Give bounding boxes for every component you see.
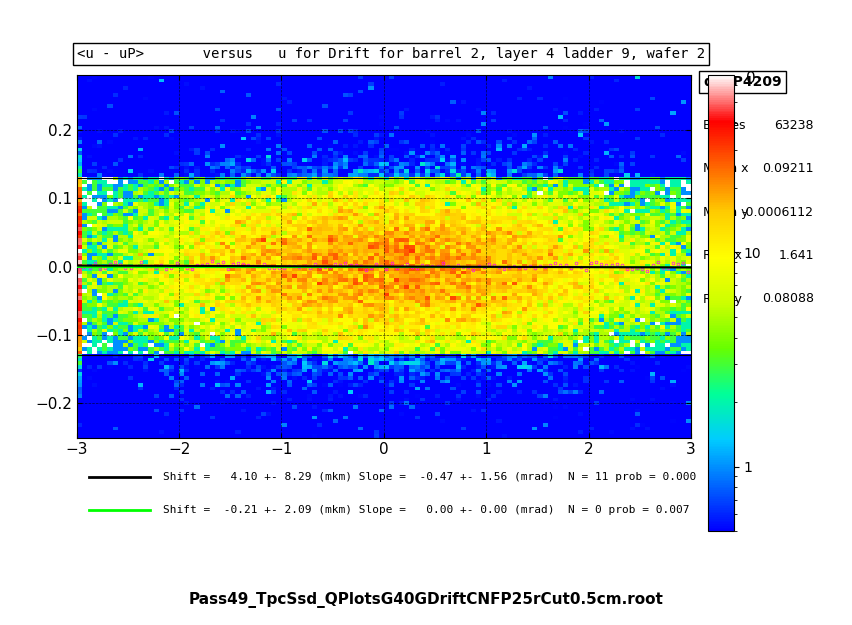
Text: RMS x: RMS x	[702, 249, 741, 262]
Text: Pass49_TpcSsd_QPlotsG40GDriftCNFP25rCut0.5cm.root: Pass49_TpcSsd_QPlotsG40GDriftCNFP25rCut0…	[189, 592, 663, 608]
Text: <u - uP>       versus   u for Drift for barrel 2, layer 4 ladder 9, wafer 2: <u - uP> versus u for Drift for barrel 2…	[77, 47, 704, 61]
Text: Entries: Entries	[702, 119, 746, 131]
Text: Mean x: Mean x	[702, 162, 748, 175]
Text: duuP4209: duuP4209	[702, 75, 781, 89]
Text: RMS y: RMS y	[702, 292, 741, 306]
Text: Mean y: Mean y	[702, 206, 748, 219]
Text: 1.641: 1.641	[777, 249, 813, 262]
Text: 63238: 63238	[774, 119, 813, 131]
Text: 0: 0	[746, 71, 755, 86]
Text: -0.0006112: -0.0006112	[741, 206, 813, 219]
Text: Shift =   4.10 +- 8.29 (mkm) Slope =  -0.47 +- 1.56 (mrad)  N = 11 prob = 0.000: Shift = 4.10 +- 8.29 (mkm) Slope = -0.47…	[163, 472, 695, 482]
Text: 0.09211: 0.09211	[762, 162, 813, 175]
Text: 0.08088: 0.08088	[761, 292, 813, 306]
Text: Shift =  -0.21 +- 2.09 (mkm) Slope =   0.00 +- 0.00 (mrad)  N = 0 prob = 0.007: Shift = -0.21 +- 2.09 (mkm) Slope = 0.00…	[163, 505, 688, 515]
